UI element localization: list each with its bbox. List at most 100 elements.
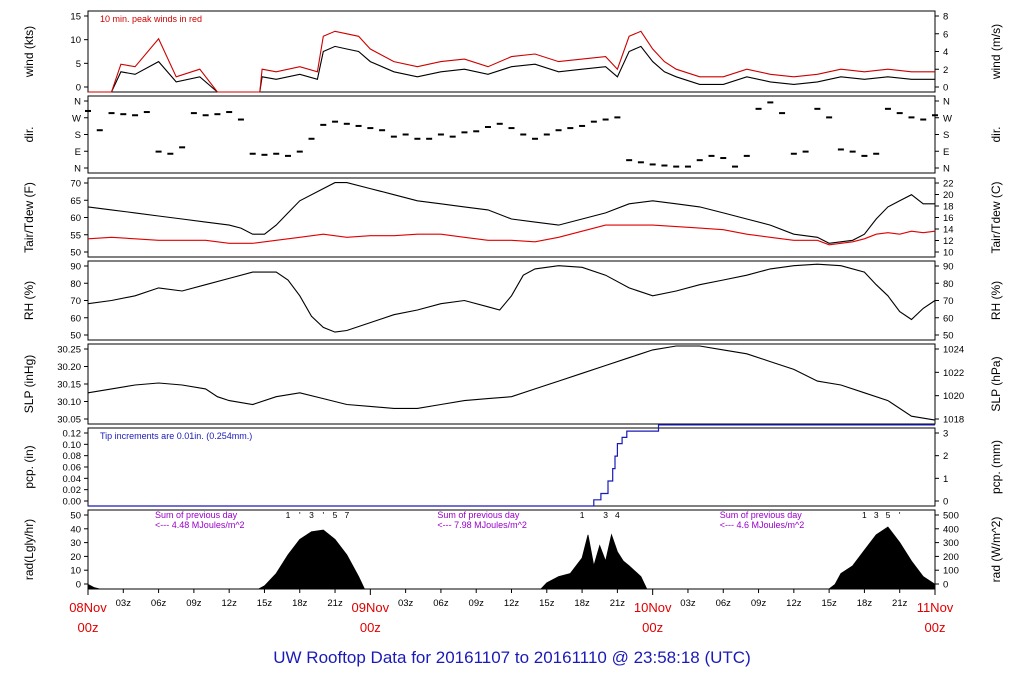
right-tick-label-rad: 100 xyxy=(943,566,959,577)
left-tick-label-wind: 5 xyxy=(76,59,81,70)
left-tick-label-slp: 30.10 xyxy=(57,397,81,408)
x-tick-label: 21z xyxy=(892,598,908,609)
x-tick-label: 21z xyxy=(327,598,343,609)
x-tick-label: 12z xyxy=(786,598,802,609)
x-tick-label: 03z xyxy=(680,598,696,609)
right-tick-label-wind: 4 xyxy=(943,47,948,58)
x-tick-label: 15z xyxy=(257,598,273,609)
left-tick-label-pcp: 0.04 xyxy=(63,474,82,485)
right-tick-label-temp: 18 xyxy=(943,202,954,213)
right-tick-label-slp: 1024 xyxy=(943,345,964,356)
right-tick-label-rad: 500 xyxy=(943,511,959,522)
day-label-date: 08Nov xyxy=(69,600,107,615)
left-tick-label-temp: 55 xyxy=(70,230,81,241)
series-temp-tair xyxy=(87,182,935,244)
series-rh-rh xyxy=(87,263,936,333)
left-tick-label-rad: 20 xyxy=(70,552,81,563)
left-tick-label-rh: 60 xyxy=(70,313,81,324)
left-tick-label-wind: 15 xyxy=(70,12,81,23)
right-tick-label-rad: 400 xyxy=(943,524,959,535)
panel-frame-rad xyxy=(87,509,936,590)
left-tick-label-dir: N xyxy=(74,97,81,108)
x-tick-label: 09z xyxy=(186,598,202,609)
left-tick-label-rad: 10 xyxy=(70,566,81,577)
right-tick-label-temp: 20 xyxy=(943,190,954,201)
hour-marker: 7 xyxy=(344,510,349,520)
series-slp-slp xyxy=(87,345,936,421)
hour-marker: ' xyxy=(322,510,324,520)
left-tick-label-temp: 65 xyxy=(70,196,81,207)
x-tick-label: 15z xyxy=(539,598,555,609)
radiation-sum-annotation: Sum of previous day xyxy=(720,510,803,520)
panel-frame-rh xyxy=(87,260,936,341)
right-axis-label-rad: rad (W/m^2) xyxy=(989,517,1003,583)
panel-frame-slp xyxy=(87,343,936,425)
x-tick-label: 06z xyxy=(151,598,167,609)
x-tick-label: 18z xyxy=(857,598,873,609)
right-tick-label-rh: 60 xyxy=(943,313,954,324)
right-tick-label-wind: 8 xyxy=(943,12,948,23)
panel-wind: wind (kts) wind (m/s) 15 10 5 0 8 6 4 2 0 10 min. p… xyxy=(22,10,1003,94)
left-tick-label-pcp: 0.00 xyxy=(63,497,82,508)
right-tick-label-rh: 90 xyxy=(943,262,954,273)
left-tick-label-rad: 0 xyxy=(76,580,81,591)
right-tick-label-pcp: 0 xyxy=(943,497,948,508)
left-axis-label-rh: RH (%) xyxy=(22,281,36,320)
annotation-wind: 10 min. peak winds in red xyxy=(100,14,202,24)
series-rad-radiation xyxy=(87,526,936,590)
annotation-pcp: Tip increments are 0.01in. (0.254mm.) xyxy=(100,431,252,441)
panel-slp: SLP (inHg) SLP (hPa) 30.25 30.20 30.15 30.10 3… xyxy=(22,343,1003,426)
left-tick-label-rh: 70 xyxy=(70,296,81,307)
hour-marker: 1 xyxy=(862,510,867,520)
left-tick-label-temp: 70 xyxy=(70,179,81,190)
right-tick-label-pcp: 1 xyxy=(943,474,948,485)
panel-temp: Tair/Tdew (F) Tair/Tdew (C) 70 65 60 55 50 2220… xyxy=(22,177,1003,259)
panel-frame-temp xyxy=(87,177,936,258)
right-tick-label-temp: 16 xyxy=(943,213,954,224)
right-tick-label-slp: 1022 xyxy=(943,368,964,379)
right-tick-label-pcp: 2 xyxy=(943,451,948,462)
right-tick-label-temp: 22 xyxy=(943,179,954,190)
left-tick-label-temp: 50 xyxy=(70,248,81,259)
series-dir-wind-direction-deg- xyxy=(85,101,938,168)
left-tick-label-slp: 30.20 xyxy=(57,362,81,373)
panel-pcp: pcp. (in) pcp. (mm)0.120.100.080.060.040.… xyxy=(22,424,1003,508)
x-tick-label: 18z xyxy=(574,598,590,609)
radiation-sum-annotation: Sum of previous day xyxy=(155,510,238,520)
panel-rad: rad(Lgly/hr) rad (W/m^2)50403020100500400… xyxy=(22,509,1003,591)
right-axis-label-pcp: pcp. (mm) xyxy=(989,440,1003,494)
day-label-time: 00z xyxy=(360,620,381,635)
day-label-date: 11Nov xyxy=(917,600,954,615)
left-axis-label-temp: Tair/Tdew (F) xyxy=(22,182,36,253)
left-tick-label-dir: E xyxy=(75,147,81,158)
day-label-date: 09Nov xyxy=(352,600,390,615)
left-tick-label-slp: 30.25 xyxy=(57,345,81,356)
x-tick-label: 06z xyxy=(433,598,449,609)
right-tick-label-slp: 1020 xyxy=(943,391,964,402)
left-tick-label-pcp: 0.10 xyxy=(63,440,82,451)
series-pcp-precip xyxy=(88,424,935,507)
hour-marker: 3 xyxy=(603,510,608,520)
x-tick-label: 21z xyxy=(610,598,626,609)
right-tick-label-rad: 300 xyxy=(943,538,959,549)
left-tick-label-dir: W xyxy=(72,113,81,124)
right-tick-label-rad: 0 xyxy=(943,580,948,591)
hour-marker: 1 xyxy=(286,510,291,520)
panel-rh: RH (%) RH (%) 90 80 70 60 50 90 80 70 60 50 xyxy=(22,260,1003,342)
radiation-sum-annotation: <--- 4.6 MJoules/m^2 xyxy=(720,520,805,530)
left-axis-label-pcp: pcp. (in) xyxy=(22,445,36,488)
left-axis-label-wind: wind (kts) xyxy=(22,26,36,78)
radiation-sum-annotation: <--- 4.48 MJoules/m^2 xyxy=(155,520,245,530)
right-tick-label-temp: 12 xyxy=(943,236,954,247)
left-tick-label-wind: 0 xyxy=(76,83,81,94)
right-tick-label-pcp: 3 xyxy=(943,429,948,440)
hour-marker: 4 xyxy=(615,510,620,520)
left-tick-label-pcp: 0.08 xyxy=(63,451,82,462)
right-tick-label-dir: W xyxy=(943,113,952,124)
hour-marker: 5 xyxy=(886,510,891,520)
right-tick-label-dir: E xyxy=(943,147,949,158)
right-axis-label-rh: RH (%) xyxy=(989,281,1003,320)
left-tick-label-slp: 30.05 xyxy=(57,415,81,426)
hour-marker: 5 xyxy=(333,510,338,520)
radiation-sum-annotation: <--- 7.98 MJoules/m^2 xyxy=(437,520,527,530)
